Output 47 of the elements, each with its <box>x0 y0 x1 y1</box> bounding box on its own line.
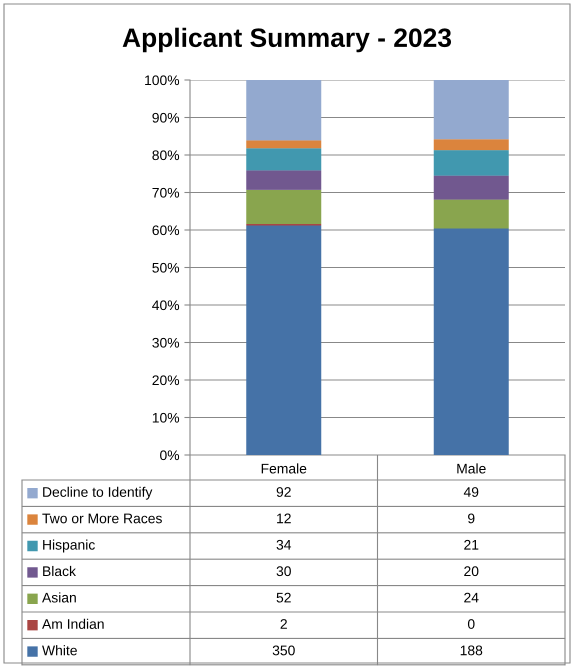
y-tick-label: 100% <box>145 75 180 86</box>
legend-label: Black <box>43 566 76 576</box>
legend-label: White <box>42 645 77 656</box>
text: 34 <box>276 540 292 550</box>
bar <box>246 80 322 140</box>
legend-label: Decline to Identify <box>43 486 152 500</box>
text: 30 <box>276 566 291 576</box>
x-tick-label: Male <box>457 463 486 474</box>
text: 350 <box>272 645 295 656</box>
text: 20 <box>464 566 478 576</box>
text: 188 <box>460 645 482 656</box>
bar <box>434 80 509 140</box>
y-tick-label: 30% <box>152 338 180 348</box>
bar <box>246 226 322 455</box>
legend-label: Hispanic <box>43 540 95 552</box>
y-tick-label: 50% <box>152 262 180 273</box>
legend-label: Am Indian <box>42 618 104 629</box>
bar <box>434 200 509 228</box>
y-tick-label: 60% <box>152 225 180 236</box>
bar <box>434 139 509 150</box>
legend-label: Two or More Races <box>42 514 162 524</box>
bar <box>246 148 322 170</box>
text: 24 <box>464 592 479 602</box>
y-tick-label: 10% <box>152 412 180 423</box>
y-tick-label: 90% <box>152 112 180 123</box>
y-tick-label: 70% <box>152 188 180 198</box>
legend-label: Asian <box>42 592 76 603</box>
text: 21 <box>464 540 478 550</box>
bar <box>434 150 509 176</box>
y-tick-label: 80% <box>152 150 180 160</box>
bar <box>246 190 322 224</box>
bar <box>246 140 322 148</box>
chart-title: Applicant Summary - 2023 <box>122 28 452 52</box>
y-tick-label: 20% <box>152 375 180 386</box>
bar <box>246 170 322 190</box>
bar <box>434 176 509 200</box>
text: 52 <box>276 592 291 603</box>
text: 92 <box>276 487 291 497</box>
text: 0 <box>468 619 475 629</box>
text: 2 <box>280 619 287 629</box>
x-tick-label: Female <box>262 463 306 474</box>
y-tick-label: 0% <box>160 450 180 460</box>
bar <box>434 228 509 455</box>
text: 49 <box>464 487 478 497</box>
y-tick-label: 40% <box>152 300 180 310</box>
text: 9 <box>468 513 474 524</box>
text: 12 <box>277 513 291 524</box>
